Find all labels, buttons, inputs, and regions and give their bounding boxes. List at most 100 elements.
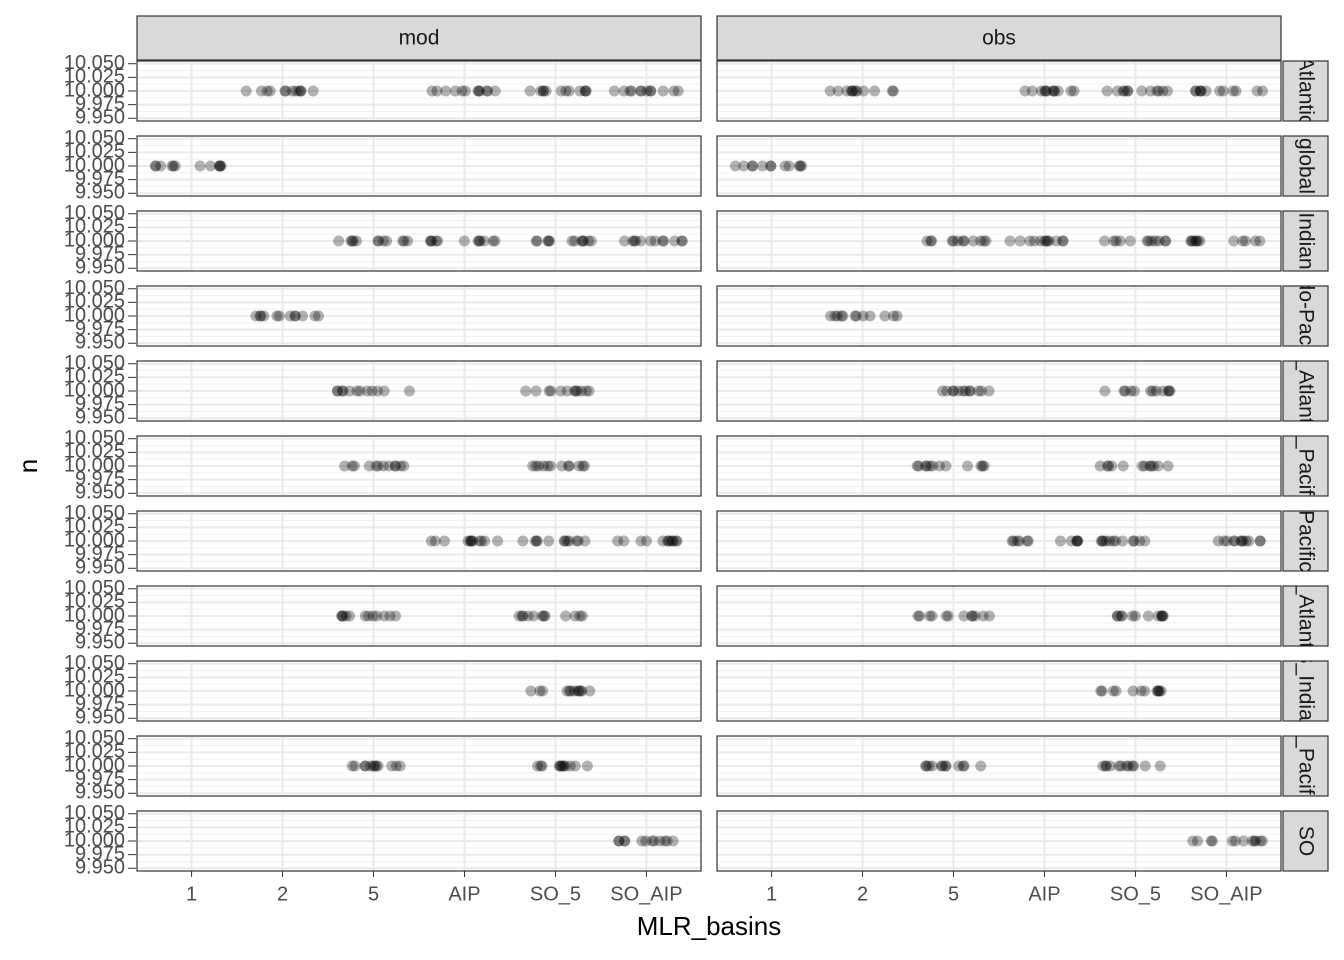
point <box>1019 85 1031 97</box>
point <box>560 85 572 97</box>
y-tick-label: 9.975 <box>75 693 125 715</box>
point <box>1129 610 1141 622</box>
y-tick-label: 10.000 <box>64 379 125 401</box>
point <box>474 235 486 247</box>
point <box>888 310 900 322</box>
point <box>957 760 969 772</box>
panel-border <box>136 510 702 572</box>
point <box>1052 85 1064 97</box>
point <box>240 85 252 97</box>
point <box>796 160 808 172</box>
point <box>847 85 859 97</box>
point <box>1127 685 1139 697</box>
y-tick-label: 9.975 <box>75 243 125 265</box>
x-tick-label: SO_5 <box>530 883 581 905</box>
point <box>576 235 588 247</box>
point <box>1008 535 1020 547</box>
point <box>1102 460 1114 472</box>
point <box>666 535 678 547</box>
point <box>920 460 932 472</box>
point <box>613 835 625 847</box>
point <box>543 385 555 397</box>
point <box>1096 685 1108 697</box>
point <box>279 85 291 97</box>
point <box>215 160 227 172</box>
point <box>659 835 671 847</box>
point <box>1035 85 1047 97</box>
point <box>167 160 179 172</box>
y-tick-label: 10.000 <box>64 604 125 626</box>
point <box>1218 535 1230 547</box>
point <box>1156 610 1168 622</box>
point <box>529 535 541 547</box>
y-tick-label: 9.950 <box>75 782 125 804</box>
facet-row-label: Atlantic <box>1294 57 1317 126</box>
point <box>438 535 450 547</box>
panel-border <box>136 135 702 197</box>
point <box>560 610 572 622</box>
point <box>1249 835 1261 847</box>
point <box>1160 235 1172 247</box>
point <box>1156 610 1168 622</box>
y-tick-label: 10.025 <box>64 141 125 163</box>
point <box>977 610 989 622</box>
point <box>481 85 493 97</box>
point <box>1151 685 1163 697</box>
point <box>345 235 357 247</box>
point <box>1157 85 1169 97</box>
point <box>472 85 484 97</box>
point <box>1101 85 1113 97</box>
y-tick-label: 10.025 <box>64 291 125 313</box>
point <box>969 610 981 622</box>
panel-border <box>136 360 702 422</box>
strip-group: SO <box>1294 826 1317 856</box>
facet-strip <box>136 15 702 61</box>
point <box>608 85 620 97</box>
point <box>1141 235 1153 247</box>
point <box>381 235 393 247</box>
point <box>543 235 555 247</box>
point <box>572 535 584 547</box>
point <box>671 535 683 547</box>
point <box>966 610 978 622</box>
y-tick-label: 9.975 <box>75 393 125 415</box>
point <box>472 235 484 247</box>
point <box>538 460 550 472</box>
point <box>1115 610 1127 622</box>
point <box>1117 535 1129 547</box>
point <box>534 685 546 697</box>
point <box>756 160 768 172</box>
point <box>920 760 932 772</box>
point <box>1254 235 1266 247</box>
point <box>1249 835 1261 847</box>
point <box>397 235 409 247</box>
point <box>348 460 360 472</box>
point <box>169 160 181 172</box>
point <box>729 160 741 172</box>
point <box>284 310 296 322</box>
point <box>1072 535 1084 547</box>
point <box>960 385 972 397</box>
point <box>579 85 591 97</box>
point <box>1110 235 1122 247</box>
point <box>1054 535 1066 547</box>
point <box>765 160 777 172</box>
point <box>1111 85 1123 97</box>
point <box>625 85 637 97</box>
point <box>1150 385 1162 397</box>
point <box>513 610 525 622</box>
point <box>194 160 206 172</box>
point <box>635 85 647 97</box>
point <box>1107 535 1119 547</box>
point <box>635 235 647 247</box>
panel-border <box>716 810 1282 872</box>
y-tick-label: 9.975 <box>75 168 125 190</box>
point <box>669 235 681 247</box>
point <box>555 760 567 772</box>
point <box>558 535 570 547</box>
y-tick-label: 10.050 <box>64 802 125 824</box>
point <box>349 760 361 772</box>
point <box>1195 85 1207 97</box>
point <box>359 760 371 772</box>
point <box>569 610 581 622</box>
